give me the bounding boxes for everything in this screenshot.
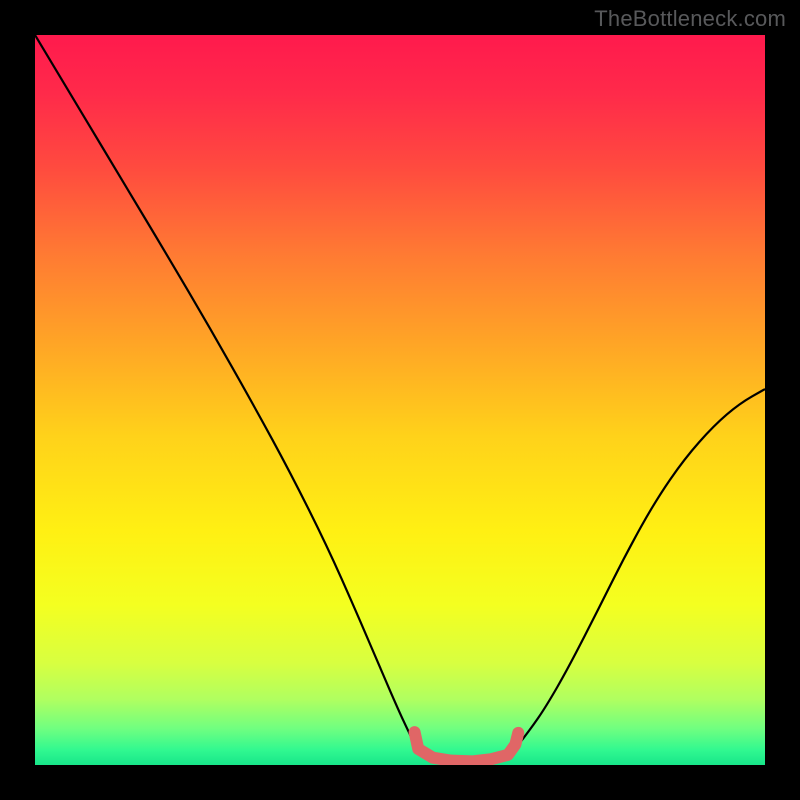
watermark-text: TheBottleneck.com — [594, 6, 786, 32]
curve-left — [35, 35, 416, 747]
trough-marker — [415, 732, 519, 761]
curves-layer — [35, 35, 765, 765]
plot-area — [35, 35, 765, 765]
curve-right — [517, 389, 765, 747]
chart-root: TheBottleneck.com — [0, 0, 800, 800]
